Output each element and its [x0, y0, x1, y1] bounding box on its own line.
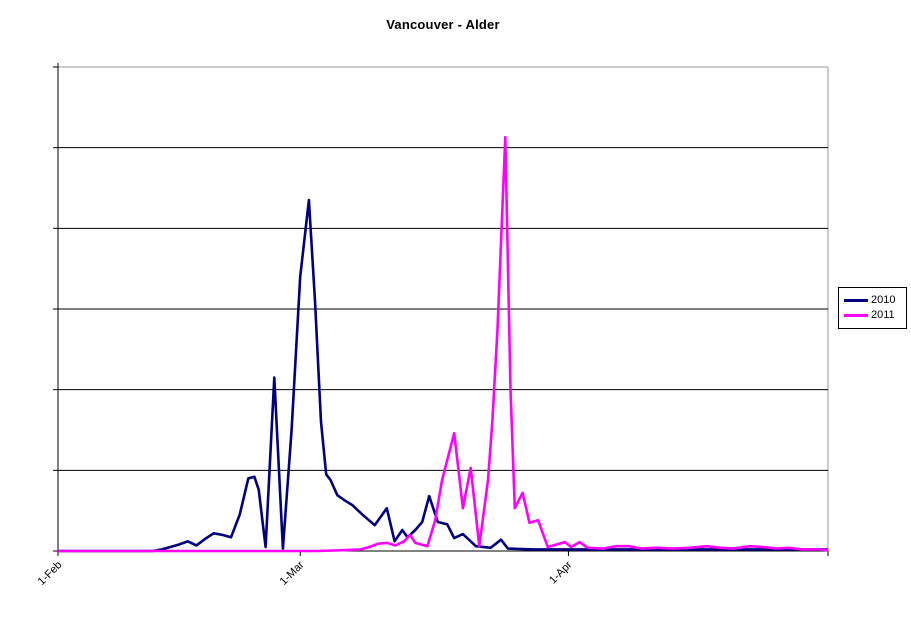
- chart-title: Vancouver - Alder: [386, 17, 500, 32]
- legend: 2010 2011: [838, 287, 907, 329]
- series-line-2010: [58, 198, 828, 553]
- series-line-2011: [58, 135, 829, 553]
- legend-line-swatch-2010: [844, 299, 868, 302]
- legend-item-2010: 2010: [844, 293, 902, 308]
- legend-item-2011: 2011: [844, 308, 902, 323]
- legend-line-swatch-2011: [844, 314, 868, 317]
- legend-label-2010: 2010: [871, 294, 896, 306]
- legend-label-2011: 2011: [871, 309, 895, 321]
